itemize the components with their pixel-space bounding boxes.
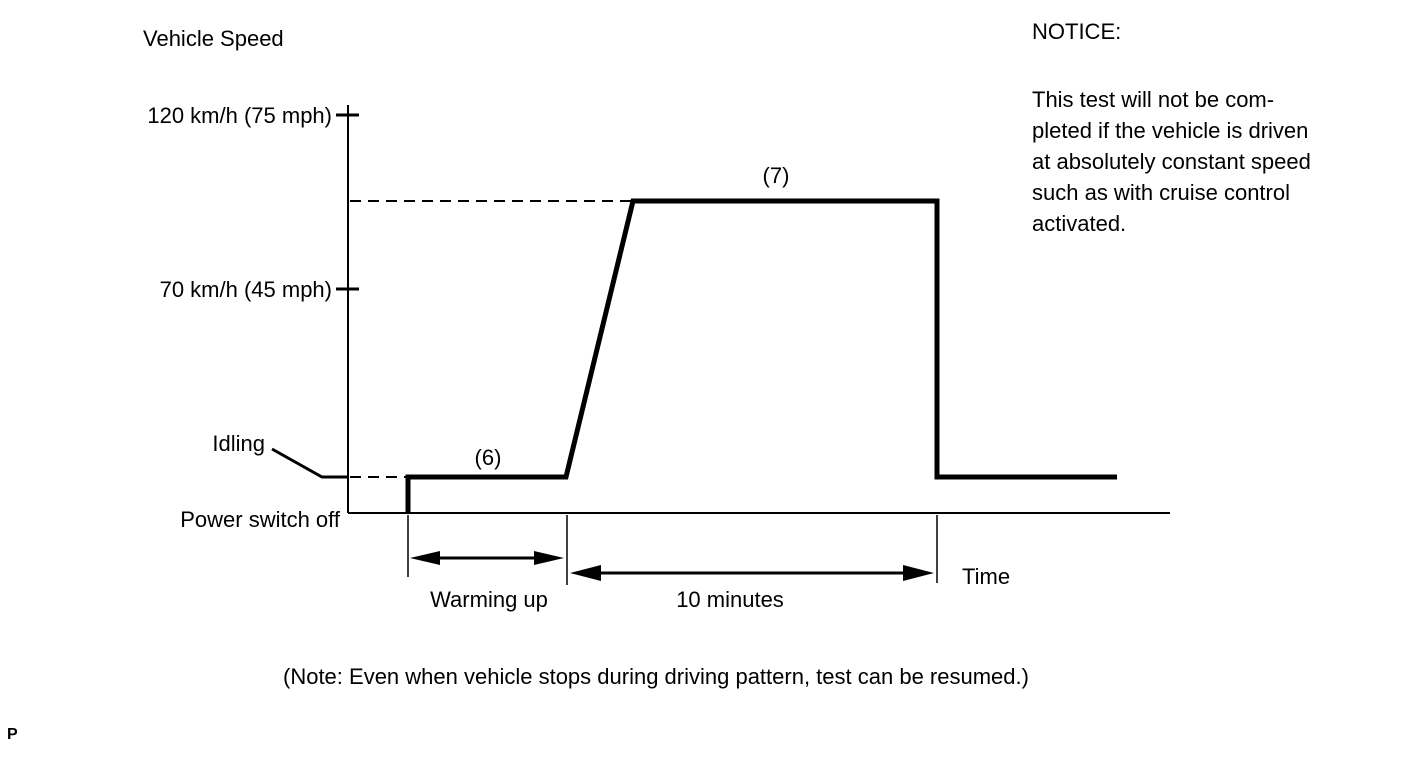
axis-title: Vehicle Speed [143,26,284,51]
idling-pointer-line [271,447,347,479]
speed-curve [405,198,1117,513]
step7-label: (7) [762,163,790,188]
warming-up-arrow [410,551,564,565]
notice-body: This test will not be com- pleted if the… [1032,87,1311,236]
time-axis-label: Time [962,564,1011,589]
power-switch-off-label: Power switch off [180,507,340,532]
warming-up-label: Warming up [430,587,548,612]
idling-label: Idling [212,431,265,456]
ten-minutes-arrow [570,565,934,581]
notice-heading: NOTICE: [1032,19,1122,44]
step6-label: (6) [474,445,502,470]
page-marker: P [7,726,18,743]
y-tick-label-120: 120 km/h (75 mph) [147,103,332,128]
footnote: (Note: Even when vehicle stops during dr… [283,664,1029,689]
y-tick-label-70: 70 km/h (45 mph) [159,277,332,302]
ten-minutes-label: 10 minutes [676,587,784,612]
